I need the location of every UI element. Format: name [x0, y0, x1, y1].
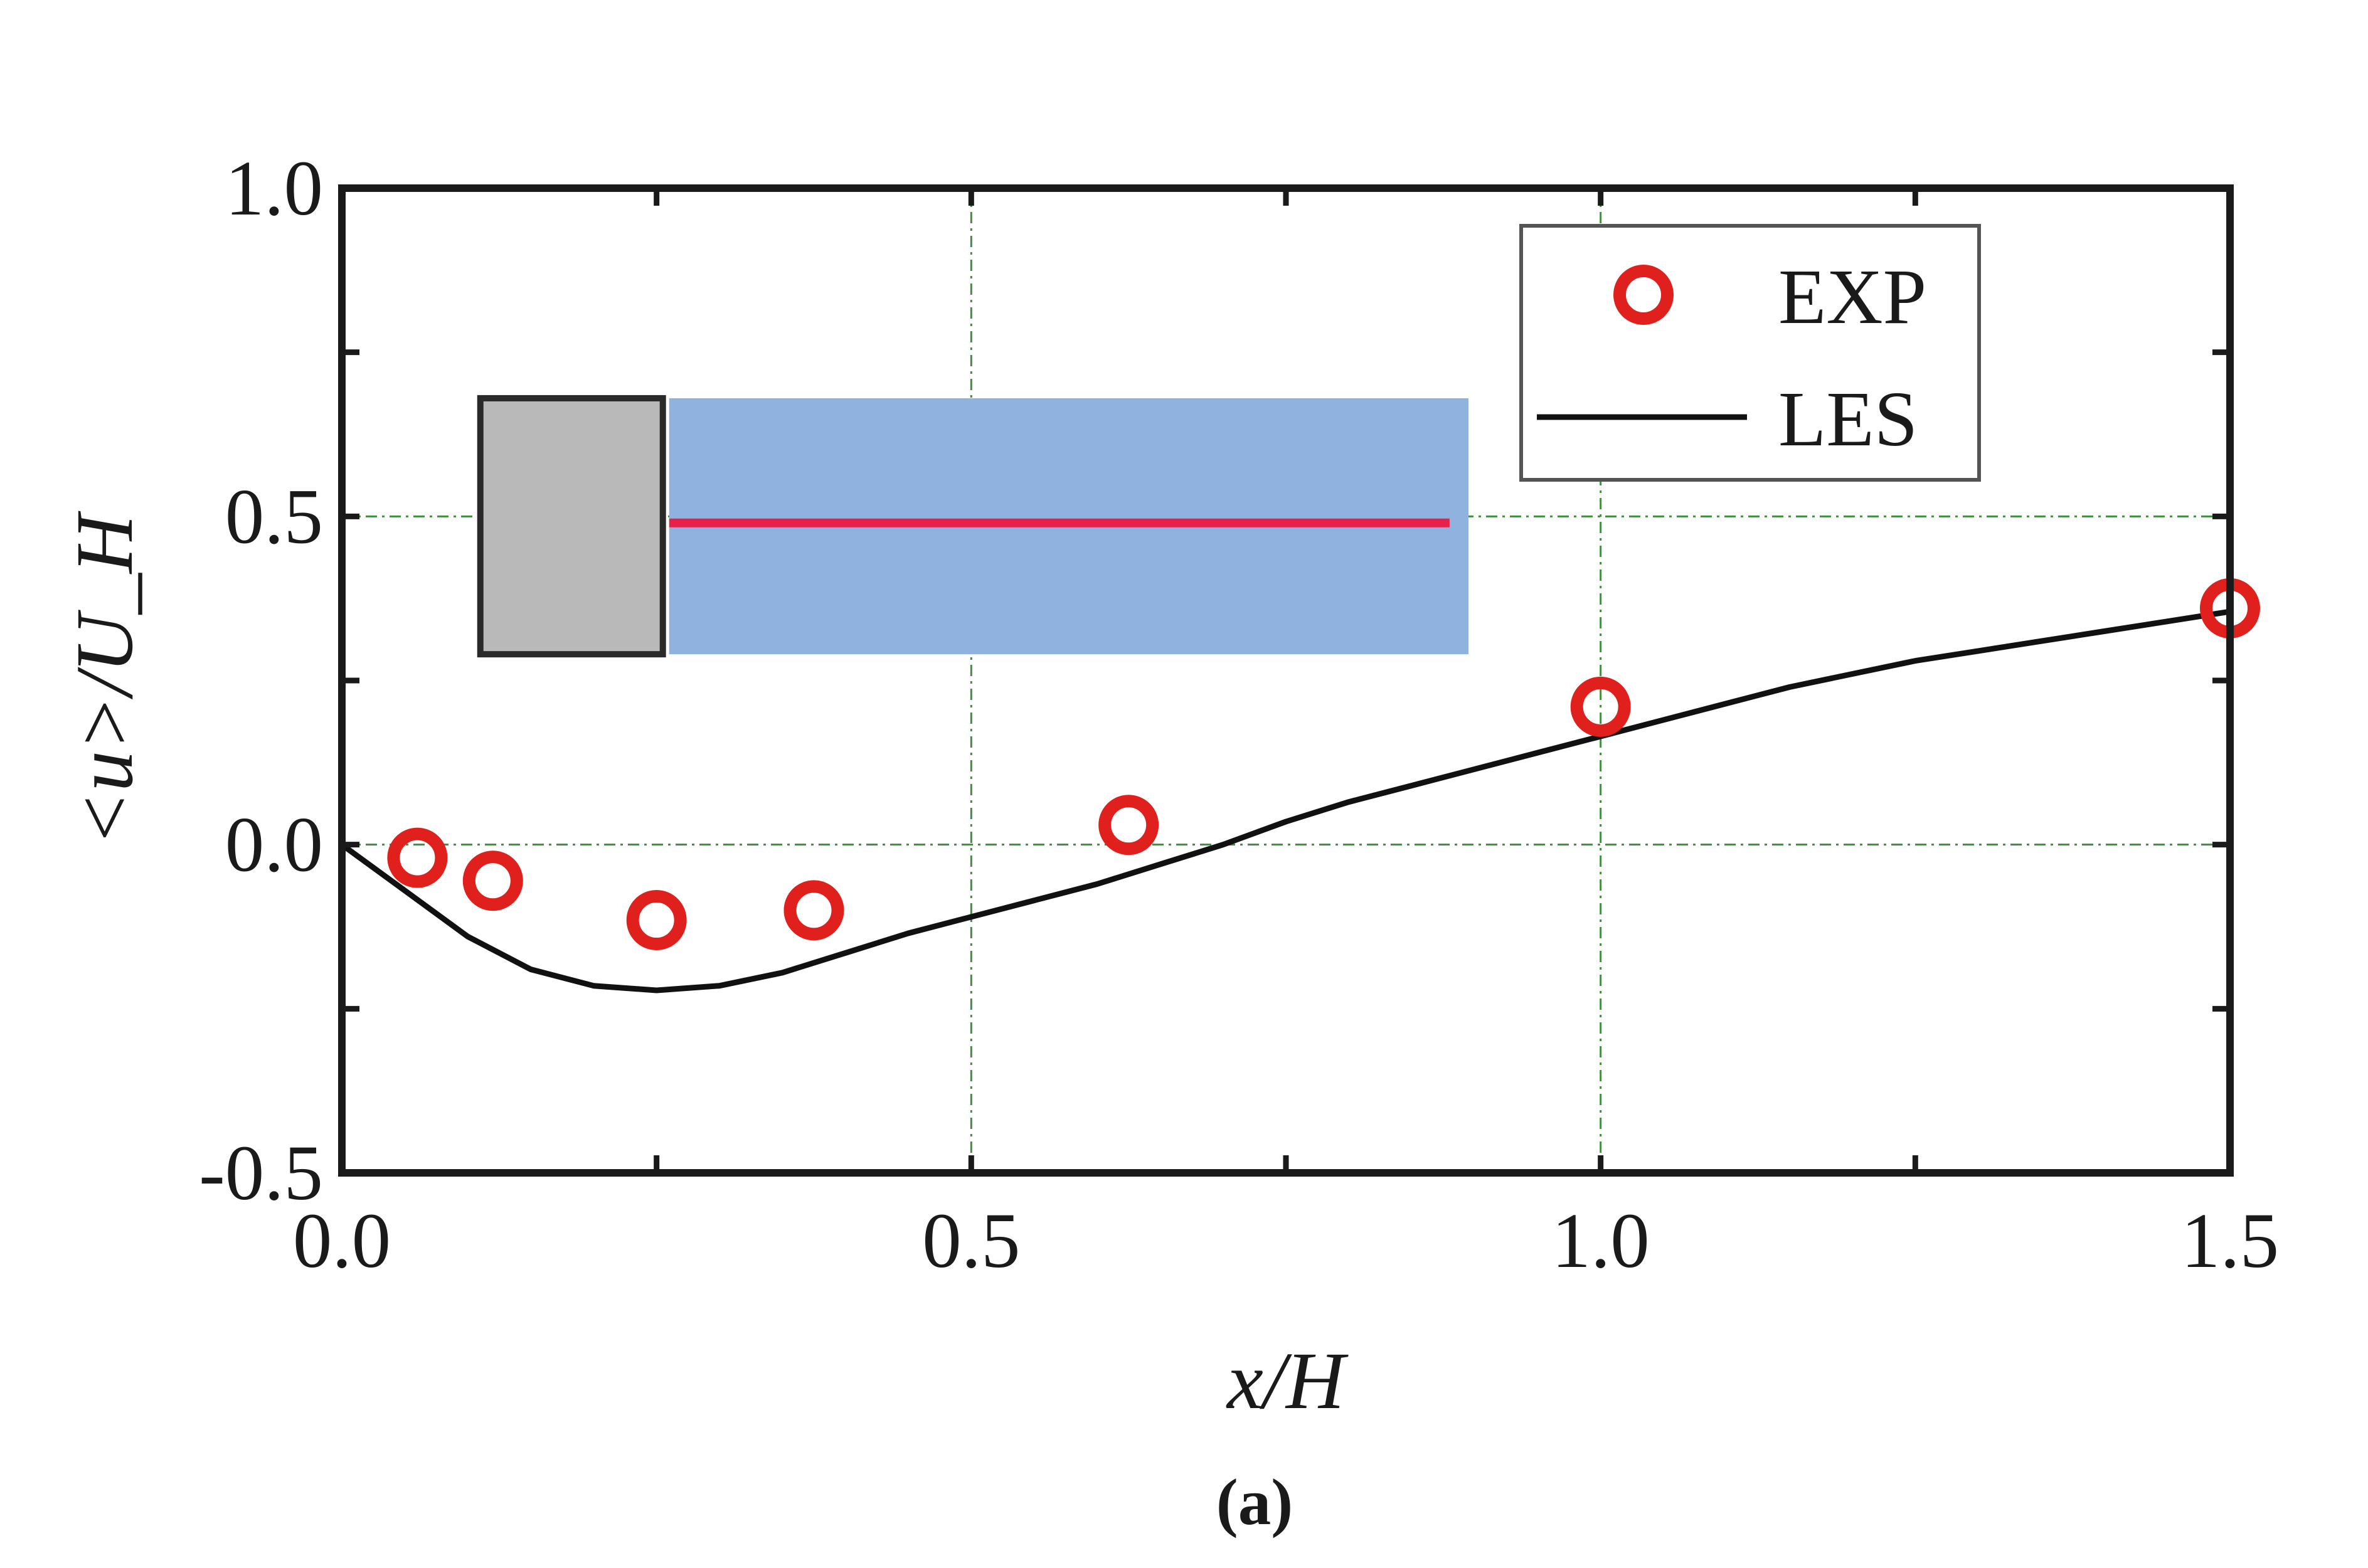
- y-tick-label: 1.0: [225, 146, 323, 232]
- exp-marker: [783, 880, 844, 941]
- y-tick-label: 0.0: [225, 802, 323, 889]
- legend-marker-exp: [1613, 265, 1674, 325]
- legend-box: [1519, 224, 1981, 482]
- exp-marker: [626, 890, 687, 951]
- legend-label: EXP: [1778, 254, 1926, 341]
- series-layer: [340, 578, 2260, 993]
- exp-marker: [1098, 795, 1159, 856]
- exp-marker: [1570, 676, 1631, 737]
- x-tick-label: 0.0: [293, 1198, 391, 1285]
- series-line-les: [340, 608, 2231, 993]
- y-axis-label: <u>/U_H: [60, 511, 150, 846]
- exp-marker: [462, 850, 523, 911]
- x-tick-label: 0.5: [922, 1198, 1020, 1285]
- y-tick-label: 0.5: [225, 474, 323, 560]
- figure-caption: (a): [1216, 1465, 1293, 1539]
- x-tick-label: 1.5: [2181, 1198, 2279, 1285]
- exp-marker: [387, 827, 448, 888]
- legend-label: LES: [1778, 376, 1918, 463]
- inset-schematic: [477, 395, 1468, 658]
- legend: EXP LES: [1519, 224, 1981, 482]
- tick-layer: 0.0 0.5 1.0 1.5-0.50.00.51.0: [199, 146, 2279, 1285]
- x-axis-label: x/H: [1226, 1336, 1349, 1426]
- x-tick-label: 1.0: [1552, 1198, 1650, 1285]
- y-tick-label: -0.5: [199, 1130, 323, 1217]
- inset-body: [477, 395, 666, 658]
